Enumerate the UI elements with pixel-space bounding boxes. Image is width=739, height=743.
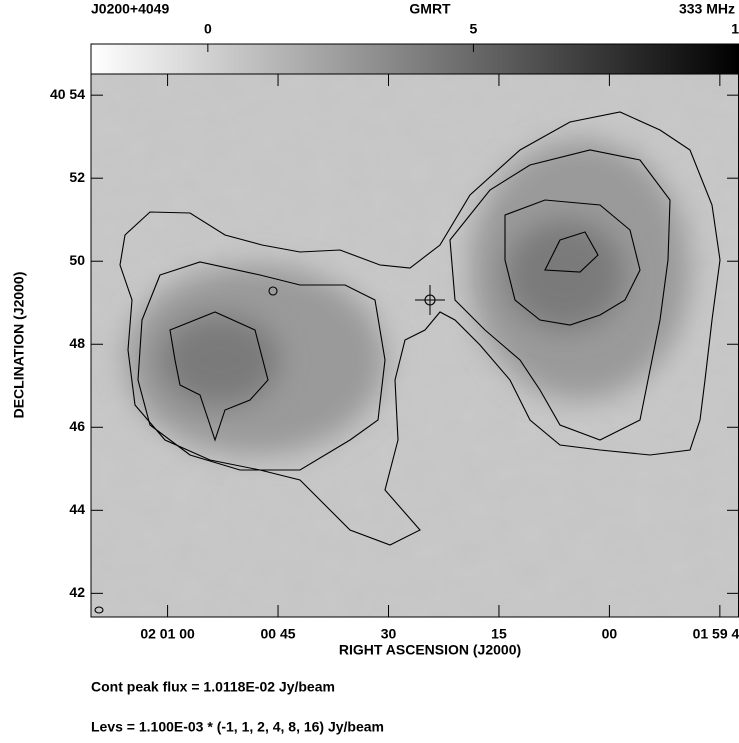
y-tick-label: 48 — [69, 335, 85, 351]
note: Levs = 1.100E-03 * (-1, 1, 2, 4, 8, 16) … — [91, 719, 384, 735]
colorbar-tick-label: 10 — [731, 21, 739, 37]
x-tick-label: 00 45 — [261, 626, 296, 642]
x-tick-label: 01 59 45 — [693, 626, 739, 642]
y-tick-label: 44 — [69, 501, 85, 517]
x-tick-label: 02 01 00 — [140, 626, 195, 642]
colorbar — [90, 43, 739, 75]
title-left: J0200+4049 — [91, 1, 169, 17]
x-axis-label: RIGHT ASCENSION (J2000) — [339, 642, 521, 658]
y-tick-label: 46 — [69, 418, 85, 434]
y-tick-label: 52 — [69, 169, 85, 185]
title-right: 333 MHz — [679, 1, 735, 17]
y-tick-label: 42 — [69, 584, 85, 600]
y-tick-label: 50 — [69, 252, 85, 268]
x-tick-label: 30 — [381, 626, 397, 642]
note: Cont peak flux = 1.0118E-02 Jy/beam — [91, 679, 335, 695]
x-tick-label: 15 — [491, 626, 507, 642]
colorbar-tick-label: 0 — [204, 21, 212, 37]
colorbar-tick-label: 5 — [470, 21, 478, 37]
title: GMRT — [409, 1, 451, 17]
x-tick-label: 00 — [602, 626, 618, 642]
image — [91, 74, 739, 617]
y-tick-label: 40 54 — [50, 86, 85, 102]
y-axis-label: DECLINATION (J2000) — [11, 272, 27, 419]
